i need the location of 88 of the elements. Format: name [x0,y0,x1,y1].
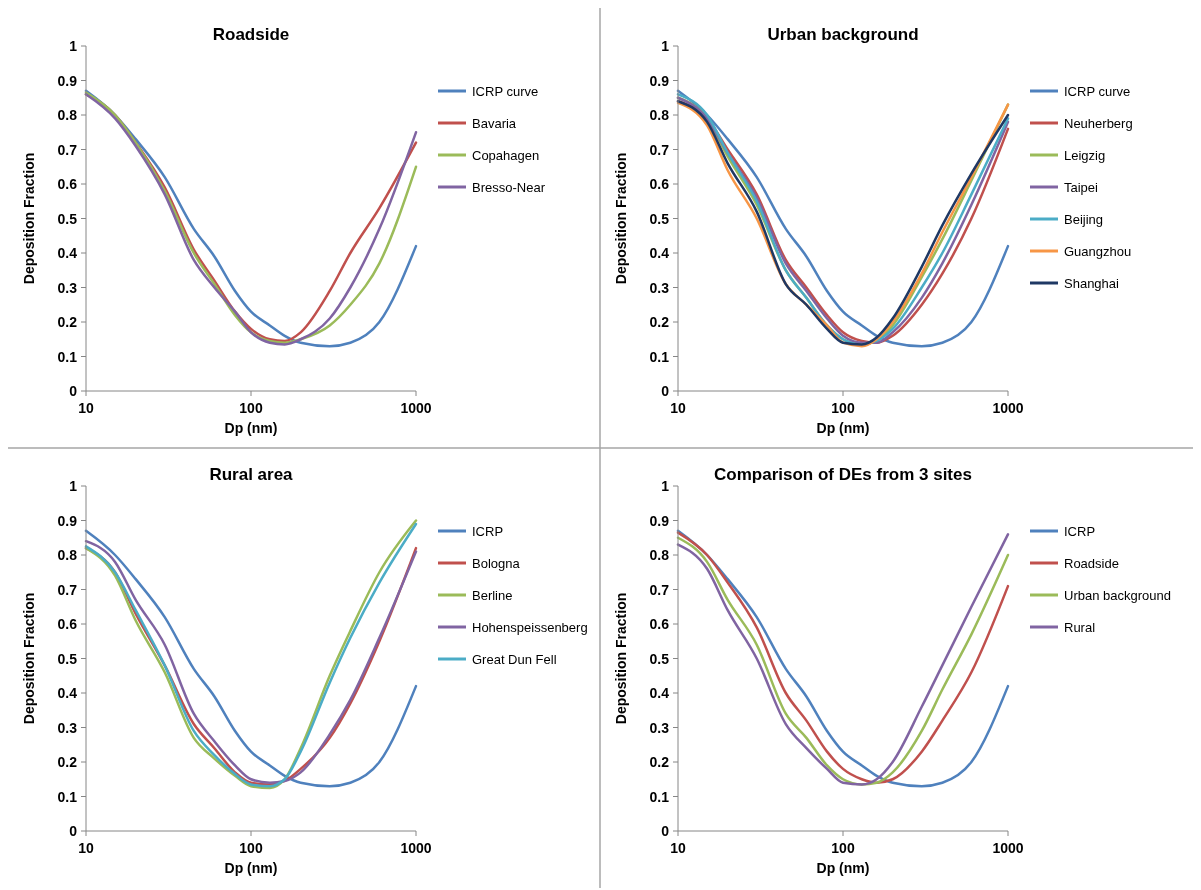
y-tick-label: 1 [661,38,670,54]
legend-label: Urban background [1064,588,1171,603]
x-axis-title: Dp (nm) [224,860,278,876]
chart-title: Roadside [212,25,290,44]
x-axis-title: Dp (nm) [816,860,870,876]
x-tick-label: 100 [239,840,263,856]
y-tick-label: 0.2 [649,754,670,770]
x-tick-label: 100 [831,400,855,416]
legend-label: Shanghai [1064,276,1120,291]
y-tick-label: 1 [69,478,78,494]
y-tick-label: 0.5 [57,210,78,227]
legend-label: ICRP curve [472,84,539,99]
y-axis-title: Deposition Fraction [21,152,37,285]
legend-label: Berline [472,588,513,603]
y-tick-label: 1 [69,38,78,54]
y-tick-label: 0.5 [649,650,670,667]
chart-title: Urban background [767,25,919,44]
y-tick-label: 0.3 [649,719,670,736]
y-tick-label: 0 [661,383,670,399]
y-tick-label: 0.8 [57,107,78,123]
chart-title: Rural area [209,465,294,484]
y-tick-label: 0.7 [649,581,670,598]
y-tick-label: 0.9 [57,512,78,529]
x-tick-label: 1000 [992,840,1024,856]
legend-label: Copahagen [472,148,540,163]
y-tick-label: 0.3 [57,719,78,736]
legend-label: Neuherberg [1064,116,1133,131]
x-tick-label: 100 [831,840,855,856]
x-axis-title: Dp (nm) [816,420,870,436]
y-tick-label: 0.4 [649,245,670,261]
y-tick-label: 0 [69,823,78,839]
y-tick-label: 0.1 [57,788,78,805]
x-tick-label: 100 [239,400,263,416]
y-tick-label: 0.7 [57,581,78,598]
y-tick-label: 1 [661,478,670,494]
y-tick-label: 0.9 [649,72,670,89]
legend-label: Hohenspeissenberg [472,620,588,635]
y-tick-label: 0.1 [57,348,78,365]
y-tick-label: 0.4 [649,685,670,701]
x-tick-label: 1000 [400,840,432,856]
y-tick-label: 0.5 [649,210,670,227]
y-tick-label: 0.8 [649,107,670,123]
y-axis-title: Deposition Fraction [613,152,629,285]
legend-label: Rural [1064,620,1096,635]
x-tick-label: 10 [670,400,686,416]
x-axis-title: Dp (nm) [224,420,278,436]
legend-label: Taipei [1064,180,1099,195]
y-axis-title: Deposition Fraction [613,592,629,725]
legend-label: ICRP [1064,524,1096,539]
legend-label: Bavaria [472,116,517,131]
legend-label: Leigzig [1064,148,1106,163]
y-tick-label: 0.8 [649,547,670,563]
y-tick-label: 0.3 [57,279,78,296]
y-tick-label: 0.4 [57,685,78,701]
y-tick-label: 0.1 [649,348,670,365]
y-tick-label: 0 [69,383,78,399]
legend-label: Bresso-Near [472,180,546,195]
y-tick-label: 0.7 [57,141,78,158]
legend-label: ICRP [472,524,504,539]
y-tick-label: 0 [661,823,670,839]
x-tick-label: 10 [78,840,94,856]
y-tick-label: 0.3 [649,279,670,296]
y-tick-label: 0.2 [57,314,78,330]
x-tick-label: 10 [670,840,686,856]
y-tick-label: 0.6 [649,176,670,192]
y-tick-label: 0.8 [57,547,78,563]
y-tick-label: 0.9 [57,72,78,89]
y-tick-label: 0.2 [649,314,670,330]
legend-label: Guangzhou [1064,244,1132,259]
y-tick-label: 0.6 [649,616,670,632]
chart-title: Comparison of DEs from 3 sites [714,465,972,484]
y-tick-label: 0.7 [649,141,670,158]
x-tick-label: 1000 [992,400,1024,416]
legend-label: Bologna [472,556,521,571]
legend-label: Roadside [1064,556,1119,571]
y-tick-label: 0.9 [649,512,670,529]
legend-label: Great Dun Fell [472,652,557,667]
x-tick-label: 1000 [400,400,432,416]
y-tick-label: 0.4 [57,245,78,261]
x-tick-label: 10 [78,400,94,416]
y-tick-label: 0.1 [649,788,670,805]
legend-label: ICRP curve [1064,84,1131,99]
y-tick-label: 0.2 [57,754,78,770]
y-tick-label: 0.5 [57,650,78,667]
y-tick-label: 0.6 [57,616,78,632]
y-axis-title: Deposition Fraction [21,592,37,725]
legend-label: Beijing [1064,212,1104,227]
y-tick-label: 0.6 [57,176,78,192]
